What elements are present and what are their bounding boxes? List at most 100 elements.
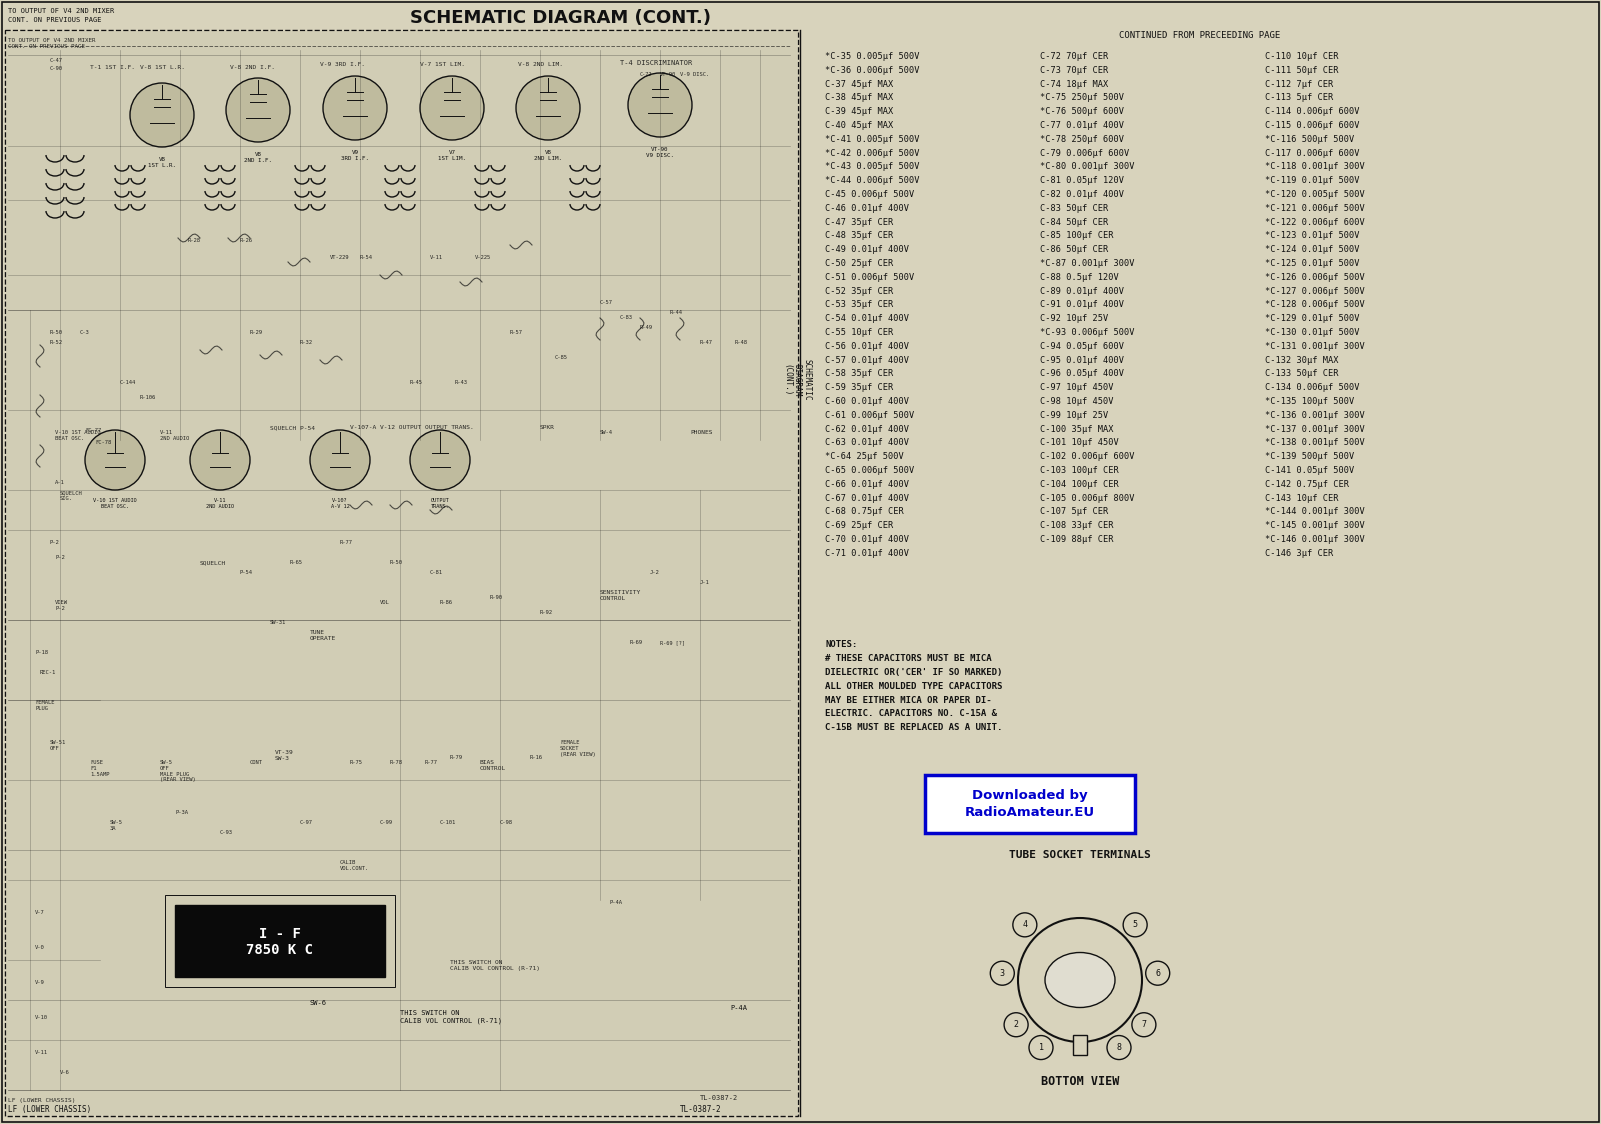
Text: C-108 33μf CER: C-108 33μf CER: [1041, 522, 1114, 531]
Text: C-52 35μf CER: C-52 35μf CER: [825, 287, 893, 296]
Text: A-1: A-1: [54, 480, 64, 484]
Text: C-134 0.006μf 500V: C-134 0.006μf 500V: [1265, 383, 1359, 392]
Circle shape: [1004, 1013, 1028, 1036]
Text: V-11
2ND AUDIO: V-11 2ND AUDIO: [207, 498, 234, 509]
Text: V8
2ND LIM.: V8 2ND LIM.: [535, 149, 562, 161]
Text: C-71 0.01μf 400V: C-71 0.01μf 400V: [825, 549, 909, 558]
Text: *C-129 0.01μf 500V: *C-129 0.01μf 500V: [1265, 315, 1359, 324]
Text: VOL: VOL: [379, 600, 389, 605]
Text: 1: 1: [1039, 1043, 1044, 1052]
Text: NOTES:
# THESE CAPACITORS MUST BE MICA
DIELECTRIC OR('CER' IF SO MARKED)
ALL OTH: NOTES: # THESE CAPACITORS MUST BE MICA D…: [825, 640, 1002, 733]
Text: 2: 2: [1013, 1021, 1018, 1030]
Text: R-26: R-26: [240, 238, 253, 243]
Circle shape: [410, 430, 471, 490]
Text: 6: 6: [1156, 969, 1161, 978]
Text: *C-121 0.006μf 500V: *C-121 0.006μf 500V: [1265, 203, 1364, 212]
Text: VT-229: VT-229: [330, 255, 349, 260]
Text: C-90: C-90: [50, 66, 62, 71]
Text: *C-87 0.001μf 300V: *C-87 0.001μf 300V: [1041, 259, 1135, 268]
Text: P-2: P-2: [50, 540, 59, 545]
Text: C-77 0.01μf 400V: C-77 0.01μf 400V: [1041, 121, 1124, 130]
Text: R-16: R-16: [530, 755, 543, 760]
Text: 8: 8: [1116, 1043, 1121, 1052]
Text: SW-51
OFF: SW-51 OFF: [50, 740, 66, 751]
Text: R-50: R-50: [391, 560, 403, 565]
Text: *C-124 0.01μf 500V: *C-124 0.01μf 500V: [1265, 245, 1359, 254]
Text: V-11: V-11: [35, 1050, 48, 1055]
Text: C-113 5μf CER: C-113 5μf CER: [1265, 93, 1334, 102]
Text: SW-6: SW-6: [311, 1000, 327, 1006]
Circle shape: [191, 430, 250, 490]
Text: SCHEMATIC
DIAGRAM
(CONT.): SCHEMATIC DIAGRAM (CONT.): [783, 360, 812, 401]
Text: C-97 10μf 450V: C-97 10μf 450V: [1041, 383, 1114, 392]
Text: *C-75 250μf 500V: *C-75 250μf 500V: [1041, 93, 1124, 102]
Text: P-18: P-18: [35, 650, 48, 655]
Text: R-44: R-44: [669, 310, 684, 315]
Text: BIAS
CONTROL: BIAS CONTROL: [480, 760, 506, 771]
Text: C-95 0.01μf 400V: C-95 0.01μf 400V: [1041, 355, 1124, 364]
Text: C-68 0.75μf CER: C-68 0.75μf CER: [825, 507, 903, 516]
Text: C-70 0.01μf 400V: C-70 0.01μf 400V: [825, 535, 909, 544]
Text: FEMALE
SOCKET
(REAR VIEW): FEMALE SOCKET (REAR VIEW): [560, 740, 596, 756]
Text: C-143 10μf CER: C-143 10μf CER: [1265, 493, 1338, 502]
Text: SQUELCH
SIG.: SQUELCH SIG.: [59, 490, 83, 501]
Text: *C-43 0.005μf 500V: *C-43 0.005μf 500V: [825, 162, 919, 171]
Text: C-107 5μf CER: C-107 5μf CER: [1041, 507, 1108, 516]
Text: C-83: C-83: [620, 315, 632, 320]
Text: C-142 0.75μf CER: C-142 0.75μf CER: [1265, 480, 1350, 489]
Circle shape: [1132, 1013, 1156, 1036]
Text: R-32: R-32: [299, 339, 314, 345]
Text: C-39 45μf MAX: C-39 45μf MAX: [825, 107, 893, 116]
Text: V7
1ST LIM.: V7 1ST LIM.: [439, 149, 466, 161]
Text: V-10: V-10: [35, 1015, 48, 1019]
Text: FUSE
F1
1.5AMP: FUSE F1 1.5AMP: [90, 760, 109, 777]
Text: C-104 100μf CER: C-104 100μf CER: [1041, 480, 1119, 489]
Text: *C-64 25μf 500V: *C-64 25μf 500V: [825, 452, 903, 461]
Text: C-50 25μf CER: C-50 25μf CER: [825, 259, 893, 268]
Text: P-2: P-2: [54, 555, 64, 560]
Text: *C-76 500μf 600V: *C-76 500μf 600V: [1041, 107, 1124, 116]
Text: C-109 88μf CER: C-109 88μf CER: [1041, 535, 1114, 544]
Text: C-47: C-47: [50, 58, 62, 63]
Text: V-10?
A-V 12: V-10? A-V 12: [331, 498, 349, 509]
Text: C-84 50μf CER: C-84 50μf CER: [1041, 218, 1108, 227]
Text: C-82 0.01μf 400V: C-82 0.01μf 400V: [1041, 190, 1124, 199]
Text: TUBE SOCKET TERMINALS: TUBE SOCKET TERMINALS: [1009, 850, 1151, 860]
Text: C-65 0.006μf 500V: C-65 0.006μf 500V: [825, 466, 914, 475]
Text: FC-77: FC-77: [85, 428, 101, 433]
Text: T-1 1ST I.F.: T-1 1ST I.F.: [90, 65, 134, 70]
Text: SENSITIVITY
CONTROL: SENSITIVITY CONTROL: [600, 590, 642, 601]
Text: Downloaded by
RadioAmateur.EU: Downloaded by RadioAmateur.EU: [965, 789, 1095, 819]
Text: SCHEMATIC DIAGRAM (CONT.): SCHEMATIC DIAGRAM (CONT.): [410, 9, 711, 27]
Text: V-8 2ND I.F.: V-8 2ND I.F.: [231, 65, 275, 70]
Text: V-10 1ST AUDIO
BEAT OSC.: V-10 1ST AUDIO BEAT OSC.: [93, 498, 136, 509]
Text: SW-4: SW-4: [600, 430, 613, 435]
Text: V-7 1ST LIM.: V-7 1ST LIM.: [419, 62, 464, 67]
Text: *C-118 0.001μf 300V: *C-118 0.001μf 300V: [1265, 162, 1364, 171]
Text: *C-123 0.01μf 500V: *C-123 0.01μf 500V: [1265, 232, 1359, 241]
Text: V-0: V-0: [35, 945, 45, 950]
Text: *C-131 0.001μf 300V: *C-131 0.001μf 300V: [1265, 342, 1364, 351]
Text: C-72 70μf CER: C-72 70μf CER: [1041, 52, 1108, 61]
Text: *C-119 0.01μf 500V: *C-119 0.01μf 500V: [1265, 176, 1359, 185]
Text: R-50: R-50: [50, 330, 62, 335]
Text: *C-93 0.006μf 500V: *C-93 0.006μf 500V: [1041, 328, 1135, 337]
Text: C-111 50μf CER: C-111 50μf CER: [1265, 66, 1338, 75]
Text: SW-5
OFF
MALE PLUG
(REAR VIEW): SW-5 OFF MALE PLUG (REAR VIEW): [160, 760, 195, 782]
Text: BOTTOM VIEW: BOTTOM VIEW: [1041, 1075, 1119, 1088]
Text: V-9: V-9: [35, 980, 45, 985]
Text: P-4A: P-4A: [730, 1005, 748, 1010]
Text: C-101 10μf 450V: C-101 10μf 450V: [1041, 438, 1119, 447]
Text: *C-125 0.01μf 500V: *C-125 0.01μf 500V: [1265, 259, 1359, 268]
Text: C-49 0.01μf 400V: C-49 0.01μf 400V: [825, 245, 909, 254]
Text: CONT. ON PREVIOUS PAGE: CONT. ON PREVIOUS PAGE: [8, 17, 101, 22]
Text: V-8 1ST L.R.: V-8 1ST L.R.: [139, 65, 186, 70]
Text: *C-136 0.001μf 300V: *C-136 0.001μf 300V: [1265, 410, 1364, 419]
Bar: [175, 905, 384, 977]
Circle shape: [1124, 913, 1148, 936]
Circle shape: [311, 430, 370, 490]
Circle shape: [1029, 1035, 1053, 1060]
Text: J-1: J-1: [700, 580, 709, 584]
Circle shape: [1018, 918, 1142, 1042]
Text: C-72: C-72: [640, 72, 653, 78]
